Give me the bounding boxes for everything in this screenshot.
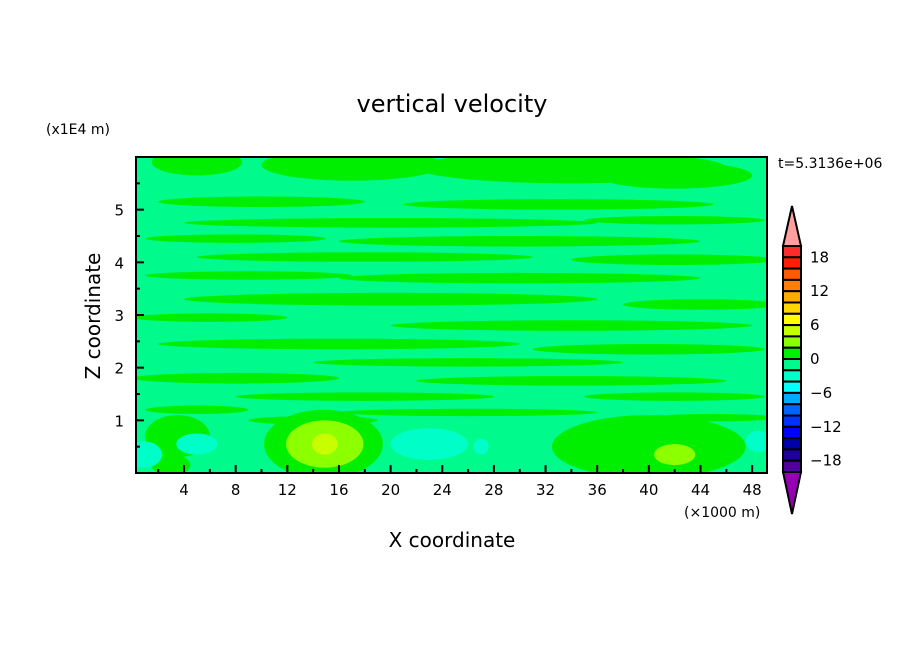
contour-region xyxy=(390,320,753,331)
contour-region xyxy=(597,162,753,189)
x-tick-label: 28 xyxy=(484,481,503,499)
x-tick-label: 8 xyxy=(231,481,241,499)
contour-region xyxy=(158,196,365,208)
colorbar-box xyxy=(782,278,802,293)
colorbar-box xyxy=(782,414,802,428)
colorbar-label: −18 xyxy=(810,452,842,470)
colorbar-box xyxy=(782,425,802,440)
colorbar-label: 18 xyxy=(810,248,829,266)
contour-region xyxy=(136,372,339,384)
colorbar-box xyxy=(782,324,802,338)
time-label: t=5.3136e+06 xyxy=(778,156,882,172)
x-axis: 4 8 12 16 20 24 28 32 36 40 44 48 xyxy=(157,465,762,499)
contour-region xyxy=(184,292,598,306)
contour-region xyxy=(584,215,766,225)
colorbar-box xyxy=(782,459,802,474)
contour-region xyxy=(623,299,767,310)
colorbar-label: 6 xyxy=(810,316,820,334)
contour-region xyxy=(745,430,767,452)
colorbar-box xyxy=(782,448,802,462)
x-tick-label: 20 xyxy=(381,481,400,499)
colorbar-box xyxy=(782,290,802,304)
contour-region xyxy=(158,338,520,350)
colorbar-box xyxy=(782,391,802,406)
x-tick-label: 32 xyxy=(536,481,555,499)
contour-region xyxy=(196,252,533,262)
colorbar-lower-triangle xyxy=(781,471,803,515)
colorbar-box xyxy=(782,267,802,281)
contour-region xyxy=(151,157,243,176)
y-tick-label: 4 xyxy=(114,254,124,272)
x-tick-label: 16 xyxy=(329,481,348,499)
x-tick-label: 36 xyxy=(588,481,607,499)
colorbar-box xyxy=(782,403,802,417)
colorbar-box xyxy=(782,312,802,327)
contour-region xyxy=(338,236,701,247)
contour-region xyxy=(261,157,443,181)
x-tick-label: 44 xyxy=(691,481,710,499)
contour-region xyxy=(338,408,598,417)
contour-region xyxy=(552,415,746,473)
x-tick-label: 24 xyxy=(433,481,452,499)
contour-region xyxy=(145,271,352,280)
contour-region xyxy=(584,392,766,401)
colorbar-box xyxy=(782,437,802,451)
contour-region xyxy=(654,444,696,466)
contour-region xyxy=(145,234,327,243)
colorbar-box xyxy=(782,380,802,394)
colorbar-box xyxy=(782,335,802,349)
contour-region xyxy=(416,376,727,386)
colorbar-label: 12 xyxy=(810,282,829,300)
contour-region xyxy=(311,433,338,455)
y-tick-label: 3 xyxy=(114,307,124,325)
colorbar-box xyxy=(782,301,802,315)
y-axis-label: Z coordinate xyxy=(81,253,105,380)
y-tick-label: 5 xyxy=(114,202,124,220)
contour-region xyxy=(235,392,494,401)
contour-region xyxy=(145,405,249,415)
colorbar-box xyxy=(782,369,802,383)
contour-region xyxy=(390,428,469,460)
x-tick-label: 40 xyxy=(639,481,658,499)
contour-region xyxy=(571,254,767,265)
y-tick-label: 1 xyxy=(114,412,124,430)
colorbar-upper-triangle xyxy=(781,205,803,247)
contour-region xyxy=(176,433,218,455)
x-tick-label: 48 xyxy=(743,481,762,499)
colorbar-box xyxy=(782,256,802,270)
contour-region xyxy=(136,441,163,468)
y-unit-label: (x1E4 m) xyxy=(46,122,110,138)
colorbar-label: −12 xyxy=(810,418,842,436)
x-axis-label: X coordinate xyxy=(389,528,516,552)
contour-region xyxy=(532,343,766,355)
colorbar: 18 12 6 0 −6 −12 −18 xyxy=(781,205,842,515)
x-tick-label: 4 xyxy=(179,481,189,499)
y-axis: 1 2 3 4 5 xyxy=(114,182,144,448)
contour-region xyxy=(151,454,191,473)
x-tick-label: 12 xyxy=(278,481,297,499)
colorbar-box xyxy=(782,358,802,372)
contour-region xyxy=(473,438,489,455)
contour-region xyxy=(403,199,714,210)
contour-region xyxy=(338,272,701,284)
colorbar-box xyxy=(782,346,802,361)
contour-region xyxy=(184,218,598,228)
chart-title: vertical velocity xyxy=(357,90,548,118)
contour-field xyxy=(136,157,767,473)
colorbar-box xyxy=(782,245,802,259)
x-unit-label: (×1000 m) xyxy=(684,505,760,521)
y-tick-label: 2 xyxy=(114,360,124,378)
colorbar-label: −6 xyxy=(810,384,832,402)
colorbar-label: 0 xyxy=(810,350,820,368)
contour-region xyxy=(136,313,288,322)
contour-region xyxy=(313,358,624,367)
